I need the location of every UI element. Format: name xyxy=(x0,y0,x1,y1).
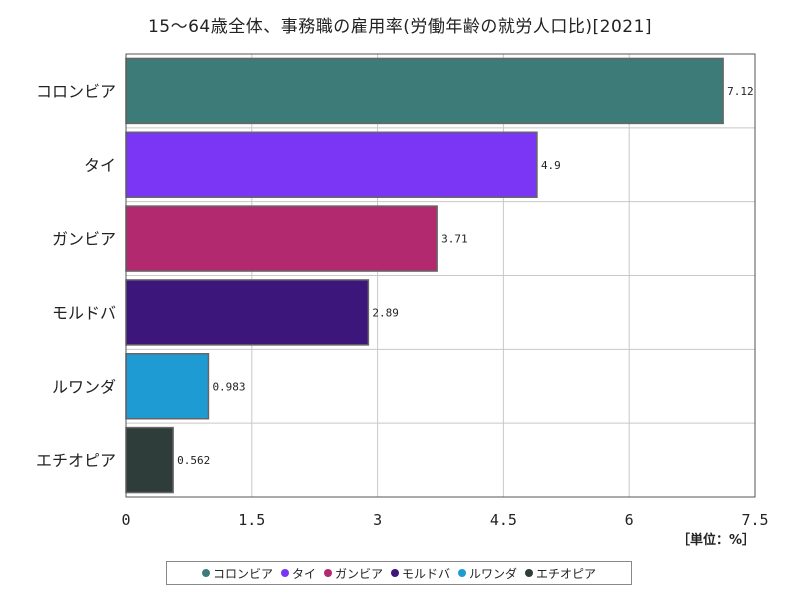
value-label: 3.71 xyxy=(441,233,468,246)
legend-item: ルワンダ xyxy=(458,565,517,582)
legend-label: タイ xyxy=(291,566,316,581)
x-tick-label: 4.5 xyxy=(490,511,517,529)
legend-item: ガンビア xyxy=(323,565,383,582)
bar xyxy=(125,131,538,198)
legend-item: モルドバ xyxy=(391,565,450,582)
legend-marker xyxy=(323,569,332,577)
legend-item: エチオピア xyxy=(525,565,596,582)
bar xyxy=(125,353,210,420)
legend-label: モルドバ xyxy=(402,566,451,581)
legend-marker xyxy=(391,569,399,577)
value-label: 7.12 xyxy=(727,85,754,98)
x-tick-label: 6 xyxy=(625,511,634,529)
legend-item: タイ xyxy=(280,565,316,582)
legend-label: コロンビア xyxy=(212,566,273,581)
x-tick-label: 1.5 xyxy=(238,511,265,529)
category-label: モルドバ xyxy=(52,303,116,322)
chart-title: 15～64歳全体、事務職の雇用率(労働年齢の就労人口比)[2021] xyxy=(147,17,653,37)
category-label: エチオピア xyxy=(36,451,116,470)
category-label: ルワンダ xyxy=(52,377,116,396)
legend-marker xyxy=(280,569,289,577)
unit-label: ［単位：%］ xyxy=(677,532,755,548)
grid-layer xyxy=(126,54,755,497)
label-layer: 0 1.5 3 4.5 6 7.5 コロンビア 7.12 タイ 4.9 ガンビア 3.71 モルドバ 2.… xyxy=(36,82,769,529)
x-tick-label: 3 xyxy=(373,511,382,529)
category-label: ガンビア xyxy=(52,230,116,249)
legend-label: ガンビア xyxy=(334,566,383,581)
value-label: 4.9 xyxy=(541,159,561,172)
bar xyxy=(125,279,370,346)
bar xyxy=(125,426,174,494)
legend: コロンビア タイ ガンビア モルドバ ルワンダ エチオピア xyxy=(166,561,632,585)
bar-layer xyxy=(125,57,724,494)
value-label: 2.89 xyxy=(372,306,399,319)
legend-marker xyxy=(201,569,210,577)
plot-frame xyxy=(125,53,756,498)
legend-label: ルワンダ xyxy=(469,566,518,581)
legend-item: コロンビア xyxy=(201,565,273,582)
legend-label: エチオピア xyxy=(536,566,597,581)
category-label: コロンビア xyxy=(36,82,116,101)
bar xyxy=(125,205,438,272)
category-label: タイ xyxy=(84,156,116,175)
legend-marker xyxy=(525,569,534,577)
bar xyxy=(125,57,724,125)
value-label: 0.562 xyxy=(177,454,210,467)
x-tick-label: 7.5 xyxy=(741,511,768,529)
x-tick-label: 0 xyxy=(121,511,130,529)
value-label: 0.983 xyxy=(212,380,245,393)
legend-marker xyxy=(458,569,467,577)
